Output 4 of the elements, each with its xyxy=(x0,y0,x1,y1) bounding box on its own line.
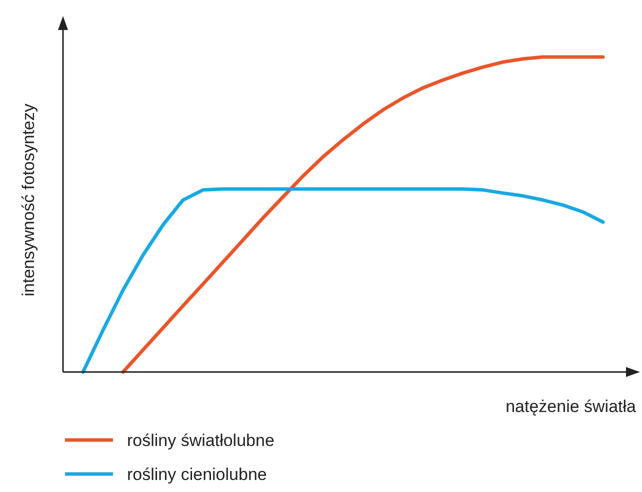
x-axis-title: natężenie światła xyxy=(506,397,637,416)
y-axis-title: intensywność fotosyntezy xyxy=(19,103,38,296)
legend-label: rośliny cieniolubne xyxy=(127,465,267,484)
legend-label: rośliny światłolubne xyxy=(127,431,274,450)
